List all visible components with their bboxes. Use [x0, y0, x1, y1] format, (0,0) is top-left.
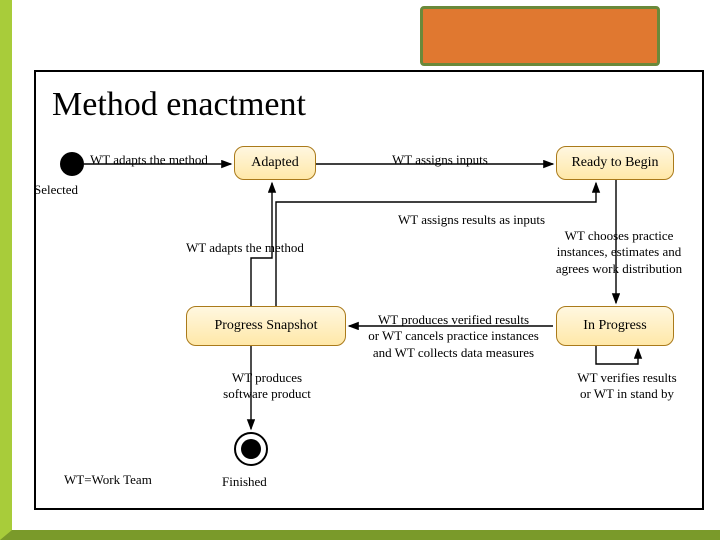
page-title: Method enactment	[52, 86, 306, 124]
transition-assigns-inputs: WT assigns inputs	[392, 152, 488, 168]
end-node	[234, 432, 268, 466]
transition-verifies: WT verifies results or WT in stand by	[552, 370, 702, 403]
state-snapshot-label: Progress Snapshot	[214, 318, 317, 334]
transition-adapts2: WT adapts the method	[186, 240, 304, 256]
diagram-frame: Method enactment Selected Adapted Ready …	[34, 70, 704, 510]
transition-adapts1: WT adapts the method	[90, 152, 208, 168]
transition-chooses: WT chooses practice instances, estimates…	[534, 228, 704, 277]
state-ready: Ready to Begin	[556, 146, 674, 180]
start-node	[60, 152, 84, 176]
glossary: WT=Work Team	[64, 472, 152, 488]
transition-produces-sw: WT produces software product	[202, 370, 332, 403]
state-snapshot: Progress Snapshot	[186, 306, 346, 346]
arrow-layer	[36, 72, 706, 512]
end-node-inner	[241, 439, 261, 459]
transition-produces-verified: WT produces verified results or WT cance…	[356, 312, 551, 361]
state-inprogress: In Progress	[556, 306, 674, 346]
state-label-finished: Finished	[222, 474, 267, 490]
state-inprogress-label: In Progress	[583, 318, 646, 334]
state-adapted-label: Adapted	[251, 155, 298, 171]
state-label-selected: Selected	[34, 182, 78, 198]
transition-assigns-results: WT assigns results as inputs	[398, 212, 545, 228]
state-ready-label: Ready to Begin	[571, 155, 658, 171]
state-adapted: Adapted	[234, 146, 316, 180]
slide: Method enactment Selected Adapted Ready …	[0, 0, 720, 540]
header-badge	[420, 6, 660, 66]
